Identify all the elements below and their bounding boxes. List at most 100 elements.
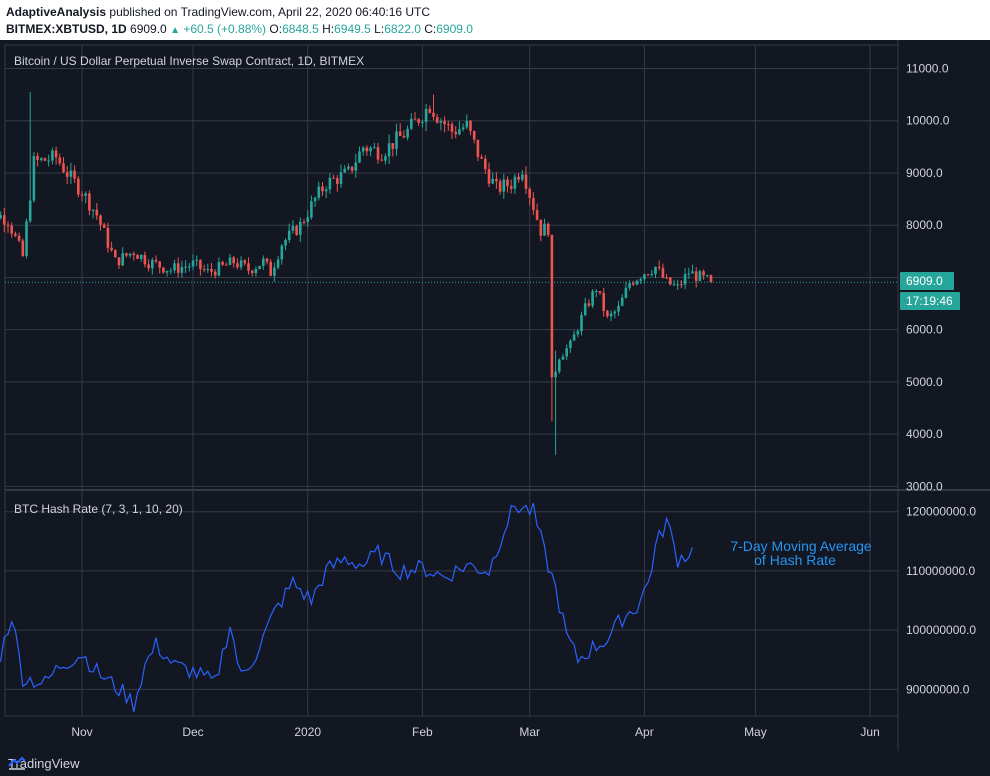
candle-body xyxy=(143,254,147,265)
candle-body xyxy=(484,158,487,170)
candle-body xyxy=(698,271,702,281)
candle-body xyxy=(546,223,550,235)
low-value: 6822.0 xyxy=(384,22,421,36)
candle-body xyxy=(91,209,95,211)
candle-body xyxy=(569,340,572,349)
candle-body xyxy=(387,143,391,157)
candle-body xyxy=(513,176,517,189)
author-name[interactable]: AdaptiveAnalysis xyxy=(6,5,107,19)
candle-body xyxy=(576,331,580,335)
high-label: H: xyxy=(322,22,335,36)
candle-body xyxy=(380,159,383,161)
x-tick-label: Jun xyxy=(860,725,879,739)
candle-body xyxy=(465,120,469,128)
candle-body xyxy=(472,131,476,140)
candle-body xyxy=(535,210,539,220)
chart-svg[interactable]: Nov Dec 2020 Feb Mar Apr May Jun 3000.0 4000.0 500… xyxy=(0,40,990,751)
candle-body xyxy=(265,258,269,262)
candle-body xyxy=(517,176,520,180)
candle-body xyxy=(310,201,313,218)
axis-layer: Nov Dec 2020 Feb Mar Apr May Jun 3000.0 4000.0 500… xyxy=(71,62,976,739)
main-chart-title: Bitcoin / US Dollar Perpetual Inverse Sw… xyxy=(14,54,364,68)
candle-body xyxy=(369,147,372,152)
price-tick-label: 9000.0 xyxy=(906,166,943,180)
candle-body xyxy=(151,259,154,269)
candle-body xyxy=(217,261,221,276)
candle-body xyxy=(36,156,39,160)
candle-body xyxy=(491,178,494,184)
candle-body xyxy=(650,274,654,276)
candle-body xyxy=(221,261,224,265)
indicator-title: BTC Hash Rate (7, 3, 1, 10, 20) xyxy=(14,502,183,516)
candle-body xyxy=(572,334,576,341)
symbol-label[interactable]: BITMEX:XBTUSD, 1D xyxy=(6,22,127,36)
candle-body xyxy=(262,258,265,266)
candle-body xyxy=(506,179,509,187)
candle-body xyxy=(450,124,454,132)
tradingview-logo-icon xyxy=(8,756,26,770)
price-tick-label: 8000.0 xyxy=(906,218,943,232)
candle-body xyxy=(439,121,443,123)
candle-body xyxy=(617,305,620,312)
candle-body xyxy=(502,179,506,192)
candle-body xyxy=(683,274,687,285)
candle-body xyxy=(199,259,202,270)
candle-body xyxy=(373,147,376,149)
candle-body xyxy=(228,257,232,265)
candle-body xyxy=(165,270,169,273)
last-price: 6909.0 xyxy=(130,22,167,36)
x-tick-label: Dec xyxy=(182,725,203,739)
countdown-badge xyxy=(900,292,960,310)
candle-body xyxy=(395,131,398,149)
candle-body xyxy=(432,112,435,117)
candle-body xyxy=(461,127,465,130)
candle-body xyxy=(665,277,668,279)
candle-body xyxy=(687,273,691,275)
candle-body xyxy=(206,268,210,270)
open-label: O: xyxy=(269,22,283,36)
candle-body xyxy=(40,158,43,160)
candle-body xyxy=(106,227,110,248)
candle-body xyxy=(313,197,317,202)
candle-body xyxy=(343,168,346,173)
candle-body xyxy=(328,177,332,190)
last-price-badge-text: 6909.0 xyxy=(906,274,943,288)
candle-body xyxy=(691,271,694,274)
publication-header: AdaptiveAnalysis published on TradingVie… xyxy=(0,0,990,40)
candle-body xyxy=(125,253,128,256)
candle-body xyxy=(14,233,17,236)
candle-body xyxy=(114,250,117,258)
chart-canvas[interactable]: Nov Dec 2020 Feb Mar Apr May Jun 3000.0 4000.0 500… xyxy=(0,40,990,751)
plot-border xyxy=(4,44,899,717)
candle-body xyxy=(410,118,413,129)
candle-body xyxy=(669,277,672,285)
candle-body xyxy=(561,356,565,360)
candle-body xyxy=(25,221,28,256)
candle-body xyxy=(273,267,276,276)
candle-body xyxy=(88,193,91,211)
close-value: 6909.0 xyxy=(436,22,473,36)
candle-body xyxy=(480,157,483,159)
candle-body xyxy=(213,271,217,276)
candle-body xyxy=(606,310,609,317)
candle-body xyxy=(184,266,187,268)
candle-body xyxy=(421,121,424,123)
candle-body xyxy=(565,348,568,357)
candle-body xyxy=(102,224,106,228)
candle-body xyxy=(336,178,339,185)
candle-body xyxy=(191,260,195,267)
candle-body xyxy=(657,266,661,268)
tradingview-logo[interactable]: TradingView xyxy=(8,756,80,771)
candles-layer xyxy=(0,92,898,456)
candle-body xyxy=(365,147,369,152)
candle-body xyxy=(154,259,158,262)
candle-body xyxy=(147,264,150,269)
price-change: +60.5 (+0.88%) xyxy=(183,22,267,36)
candle-body xyxy=(65,172,69,177)
candle-body xyxy=(643,274,646,280)
candle-body xyxy=(524,174,528,189)
candle-body xyxy=(291,226,295,231)
candle-body xyxy=(47,160,50,162)
candle-body xyxy=(539,219,543,236)
candle-body xyxy=(280,245,284,260)
